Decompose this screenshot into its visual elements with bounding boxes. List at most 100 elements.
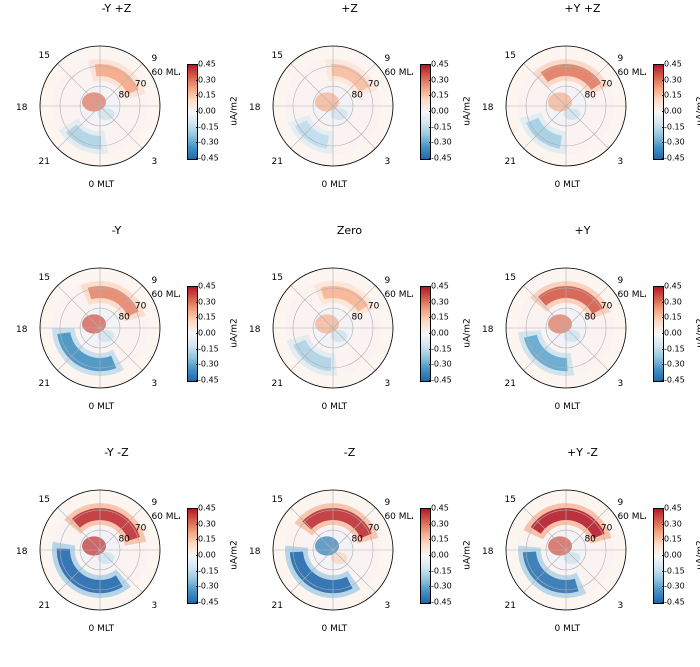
colorbar-tick: -0.15 [198,344,219,353]
mlt-label: 0 MLT [322,624,348,634]
mlt-label: 9 [151,276,157,286]
colorbar-tick: -0.45 [664,598,685,607]
colorbar-tick: 0.15 [198,313,216,322]
colorbar: 0.450.300.150.00-0.15-0.30-0.45uA/m2 [187,64,231,158]
colorbar-tick: -0.30 [431,582,452,591]
mlt-label: 3 [617,157,623,167]
svg-text:80: 80 [118,313,130,323]
svg-text:60 MLAT: 60 MLAT [384,68,413,78]
panel-title: -Y [0,224,233,237]
panel-title: +Y -Z [466,446,699,459]
mlt-label: 18 [482,325,493,335]
mlt-label: 18 [16,325,27,335]
colorbar-tick: -0.15 [664,122,685,131]
colorbar: 0.450.300.150.00-0.15-0.30-0.45uA/m2 [653,64,697,158]
mlt-label: 3 [151,379,157,389]
colorbar-tick: 0.30 [198,519,216,528]
colorbar-tick: 0.15 [198,535,216,544]
mlt-label: 15 [272,273,283,283]
svg-text:70: 70 [601,301,613,311]
mlt-label: 18 [249,325,260,335]
colorbar-tick: -0.30 [664,360,685,369]
mlt-label: 21 [272,157,283,167]
colorbar: 0.450.300.150.00-0.15-0.30-0.45uA/m2 [420,64,464,158]
colorbar-tick: -0.15 [664,344,685,353]
colorbar-gradient [420,286,431,382]
mlt-label: 0 MLT [322,180,348,190]
colorbar-tick: -0.15 [431,344,452,353]
mlt-label: 15 [272,51,283,61]
svg-text:80: 80 [351,313,363,323]
colorbar-tick: 0.00 [198,107,216,116]
mlt-label: 3 [617,601,623,611]
panel-title: -Y +Z [0,2,233,15]
mlt-label: 18 [249,103,260,113]
colorbar: 0.450.300.150.00-0.15-0.30-0.45uA/m2 [420,508,464,602]
mlt-label: 15 [39,495,50,505]
colorbar-tick: 0.00 [431,551,449,560]
panel-0-0: -Y +Z807060 MLAT0 MLT391518210.450.300.1… [0,0,233,222]
panel-1-2: +Y807060 MLAT0 MLT391518210.450.300.150.… [466,222,699,444]
colorbar-tick: -0.15 [431,122,452,131]
colorbar-tick: -0.30 [198,360,219,369]
colorbar-tick: -0.15 [664,566,685,575]
colorbar-tick: -0.15 [431,566,452,575]
colorbar-gradient [653,508,664,604]
colorbar-gradient [187,508,198,604]
svg-text:70: 70 [368,523,380,533]
svg-text:80: 80 [351,535,363,545]
colorbar-tick: -0.45 [198,376,219,385]
colorbar: 0.450.300.150.00-0.15-0.30-0.45uA/m2 [420,286,464,380]
colorbar-tick: 0.15 [431,91,449,100]
mlt-label: 9 [151,54,157,64]
colorbar-label: uA/m2 [696,540,700,569]
colorbar-tick: -0.45 [431,376,452,385]
mlt-label: 9 [151,498,157,508]
mlt-label: 0 MLT [89,402,115,412]
colorbar-tick: 0.30 [664,519,682,528]
colorbar-tick: 0.30 [198,75,216,84]
mlt-label: 21 [505,601,516,611]
svg-text:60 MLAT: 60 MLAT [617,290,646,300]
colorbar-tick: 0.45 [664,282,682,291]
colorbar-tick: 0.15 [664,313,682,322]
colorbar-tick: -0.15 [198,122,219,131]
svg-text:80: 80 [584,313,596,323]
colorbar: 0.450.300.150.00-0.15-0.30-0.45uA/m2 [653,286,697,380]
colorbar-label: uA/m2 [696,318,700,347]
colorbar-tick: 0.15 [664,535,682,544]
svg-text:70: 70 [135,523,147,533]
svg-text:70: 70 [601,523,613,533]
colorbar-tick: -0.45 [198,154,219,163]
colorbar-tick: 0.00 [431,329,449,338]
colorbar: 0.450.300.150.00-0.15-0.30-0.45uA/m2 [187,508,231,602]
colorbar-label: uA/m2 [696,96,700,125]
mlt-label: 3 [384,379,390,389]
colorbar-tick: 0.30 [431,75,449,84]
colorbar-tick: 0.30 [431,297,449,306]
mlt-label: 18 [482,547,493,557]
colorbar: 0.450.300.150.00-0.15-0.30-0.45uA/m2 [187,286,231,380]
colorbar-tick: 0.15 [431,535,449,544]
mlt-label: 0 MLT [322,402,348,412]
svg-text:60 MLAT: 60 MLAT [151,68,180,78]
svg-text:70: 70 [368,79,380,89]
mlt-label: 3 [151,601,157,611]
colorbar-tick: 0.00 [664,107,682,116]
colorbar-tick: 0.15 [664,91,682,100]
mlt-label: 0 MLT [89,180,115,190]
mlt-label: 0 MLT [89,624,115,634]
panel-title: +Z [233,2,466,15]
svg-text:60 MLAT: 60 MLAT [151,512,180,522]
mlt-label: 9 [384,54,390,64]
colorbar-tick: 0.30 [198,297,216,306]
mlt-label: 0 MLT [555,180,581,190]
colorbar-tick: -0.45 [431,154,452,163]
mlt-label: 18 [482,103,493,113]
mlt-label: 15 [39,51,50,61]
panel-title: -Y -Z [0,446,233,459]
panel-0-1: +Z807060 MLAT0 MLT391518210.450.300.150.… [233,0,466,222]
colorbar-gradient [653,64,664,160]
colorbar-tick: 0.45 [431,504,449,513]
colorbar-tick: 0.00 [198,551,216,560]
